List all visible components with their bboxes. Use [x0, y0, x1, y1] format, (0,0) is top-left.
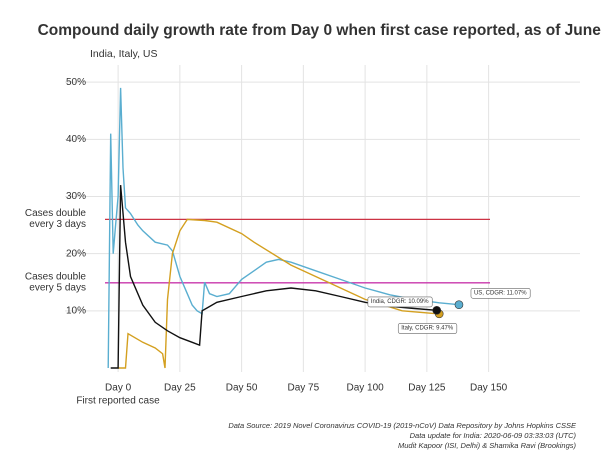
series-line [107, 87, 460, 369]
end-label-box [470, 287, 531, 299]
end-label: India, CDGR: 10.09% [367, 296, 433, 308]
x-tick-label: Day 0 [105, 383, 132, 394]
reference-label: every 3 days [29, 219, 86, 230]
series-line [110, 185, 437, 369]
x-tick-label: Day 25 [164, 383, 196, 394]
reference-label: every 5 days [29, 282, 86, 293]
reference-label: Cases double [25, 208, 87, 219]
y-tick-label: 50% [66, 77, 86, 88]
x-tick-label: Day 150 [470, 383, 508, 394]
x-annotation: First reported case [76, 396, 160, 407]
y-tick-label: 30% [66, 191, 86, 202]
end-label-box [367, 296, 433, 308]
y-tick-label: 20% [66, 248, 86, 259]
end-label-text: Italy, CDGR: 9.47% [401, 325, 454, 331]
end-point [432, 306, 442, 315]
end-label-box [397, 323, 458, 334]
end-point [454, 300, 464, 310]
x-tick-label: Day 50 [226, 383, 258, 394]
reference-label: Cases double [25, 271, 87, 282]
end-label-text: US, CDGR: 11.07% [474, 290, 527, 296]
y-tick-label: 40% [66, 134, 86, 145]
end-label: US, CDGR: 11.07% [470, 287, 531, 299]
end-label: Italy, CDGR: 9.47% [397, 323, 458, 334]
x-tick-label: Day 75 [288, 383, 320, 394]
chart-subtitle: India, Italy, US [90, 48, 158, 60]
end-label-text: India, CDGR: 10.09% [371, 299, 429, 305]
chart-title: Compound daily growth rate from Day 0 wh… [38, 22, 602, 39]
x-tick-label: Day 100 [346, 383, 384, 394]
source-note: Data Source: 2019 Novel Coronavirus COVI… [228, 421, 577, 430]
series-line [118, 218, 440, 369]
y-tick-label: 10% [66, 305, 86, 316]
source-note: Mudit Kapoor (ISI, Delhi) & Shamika Ravi… [398, 441, 576, 450]
x-tick-label: Day 125 [408, 383, 446, 394]
source-note: Data update for India: 2020-06-09 03:33:… [410, 431, 577, 440]
